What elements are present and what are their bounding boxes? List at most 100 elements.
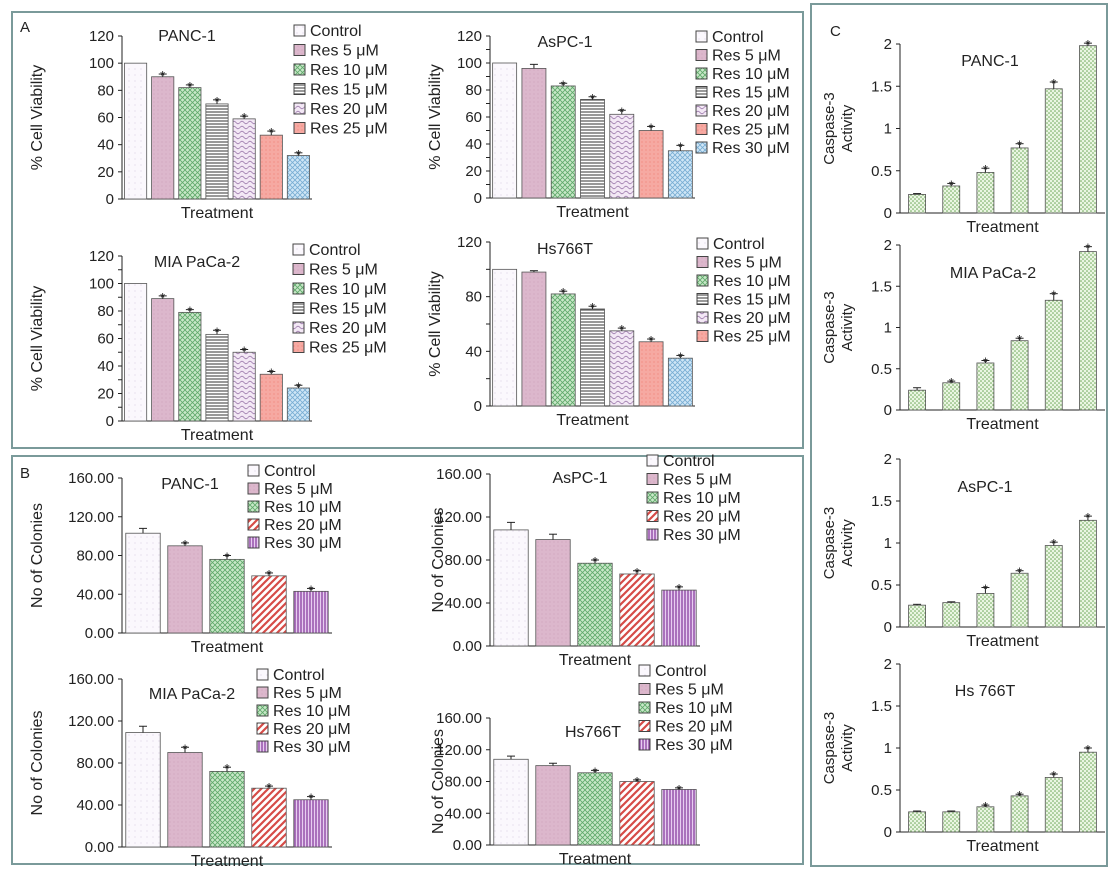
legend-swatch [247, 500, 260, 513]
legend: Control Res 5 μM Res 10 μM Res 15 μM Res 20 … [293, 23, 388, 138]
bar [661, 589, 697, 647]
significance-star: * [1085, 510, 1090, 525]
significance-star: * [1051, 76, 1056, 91]
bar [151, 76, 175, 200]
x-axis-label: Treatment [966, 219, 1039, 236]
legend-label: Res 30 μM [663, 527, 741, 544]
legend-swatch [638, 738, 651, 751]
significance-star: * [308, 791, 313, 806]
legend-label: Res 5 μM [264, 481, 333, 498]
legend-swatch [638, 720, 651, 732]
y-tick-label: 120.00 [68, 713, 114, 730]
bar [492, 268, 518, 407]
chart-c-9: 0 0.5 1 1.5 2 * * * * * MIA PaCa-2 Treatment Caspase… [821, 237, 1105, 433]
bar [1010, 340, 1029, 411]
y-axis-label: % Cell Viability [427, 64, 444, 170]
bar [167, 545, 203, 634]
legend-label: Res 5 μM [273, 685, 342, 702]
bar [535, 539, 571, 647]
y-tick-label: 120.00 [68, 509, 114, 526]
legend-label: Res 15 μM [309, 301, 387, 318]
y-axis-label: Caspase-3 [821, 507, 838, 580]
significance-star: * [634, 565, 639, 580]
significance-star: * [619, 104, 624, 119]
y-axis-label: No of Colonies [430, 729, 447, 834]
chart-title: PANC-1 [158, 28, 216, 45]
significance-star: * [676, 782, 681, 797]
legend-swatch [256, 686, 269, 699]
bar [293, 799, 329, 848]
significance-star: * [160, 290, 165, 305]
bar [1044, 299, 1063, 411]
y-tick-label: 0.5 [871, 577, 892, 594]
significance-star: * [296, 379, 301, 394]
legend-label: Res 20 μM [273, 721, 351, 738]
legend-label: Res 5 μM [655, 682, 724, 699]
x-axis-label: Treatment [966, 838, 1039, 855]
y-tick-label: 80 [97, 82, 114, 99]
significance-star: * [1085, 37, 1090, 52]
y-axis-label-line2: Activity [839, 519, 856, 567]
x-axis-label: Treatment [191, 639, 264, 656]
bar [178, 311, 202, 422]
y-tick-label: 0 [474, 398, 482, 415]
bar [1044, 777, 1063, 833]
legend-swatch [695, 30, 708, 43]
y-tick-label: 120 [457, 234, 482, 251]
chart-title: Hs 766T [955, 683, 1016, 700]
legend-label: Res 20 μM [310, 101, 388, 118]
legend-swatch [292, 302, 305, 314]
y-tick-label: 20 [97, 386, 114, 403]
significance-star: * [224, 761, 229, 776]
bar [151, 298, 175, 422]
chart-title: Hs766T [565, 724, 621, 741]
y-tick-label: 120.00 [436, 742, 482, 759]
legend-label: Res 10 μM [273, 703, 351, 720]
y-tick-label: 80.00 [76, 755, 114, 772]
legend-swatch [292, 263, 305, 275]
significance-star: * [592, 554, 597, 569]
y-tick-label: 100 [89, 276, 114, 293]
legend-label: Res 30 μM [264, 535, 342, 552]
significance-star: * [590, 300, 595, 315]
legend-swatch [638, 701, 651, 714]
significance-star: * [296, 147, 301, 162]
significance-star: * [649, 333, 654, 348]
y-tick-label: 0 [474, 190, 482, 207]
legend-swatch [646, 473, 659, 485]
panel-c-frame [810, 3, 1108, 867]
legend-swatch [638, 664, 651, 677]
y-tick-label: 0 [884, 402, 892, 419]
y-tick-label: 40.00 [444, 595, 482, 612]
legend-swatch [696, 237, 709, 250]
legend-swatch [695, 49, 708, 61]
legend-label: Res 15 μM [310, 82, 388, 99]
x-axis-label: Treatment [191, 853, 264, 870]
significance-star: * [1051, 768, 1056, 783]
y-tick-label: 1 [884, 740, 892, 757]
y-tick-label: 100 [89, 55, 114, 72]
bar [125, 732, 161, 848]
legend-swatch [695, 123, 708, 135]
legend-swatch [646, 491, 659, 504]
y-tick-label: 2 [884, 36, 892, 53]
bar [1010, 572, 1029, 628]
significance-star: * [160, 68, 165, 83]
bar [661, 789, 697, 846]
bar [251, 575, 287, 634]
y-axis-label-line2: Activity [839, 303, 856, 351]
chart-title: MIA PaCa-2 [149, 686, 235, 703]
y-tick-label: 100 [457, 55, 482, 72]
bar [259, 134, 283, 200]
legend-label: Control [309, 242, 361, 259]
y-tick-label: 120 [89, 28, 114, 45]
y-tick-label: 160.00 [68, 470, 114, 487]
significance-star: * [678, 139, 683, 154]
legend-swatch [247, 482, 260, 495]
significance-star: * [592, 764, 597, 779]
legend-swatch [293, 102, 306, 115]
